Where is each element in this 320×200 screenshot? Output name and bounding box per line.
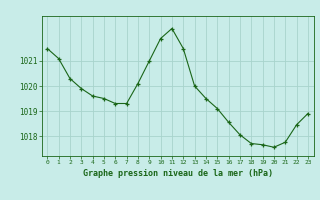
X-axis label: Graphe pression niveau de la mer (hPa): Graphe pression niveau de la mer (hPa) (83, 169, 273, 178)
